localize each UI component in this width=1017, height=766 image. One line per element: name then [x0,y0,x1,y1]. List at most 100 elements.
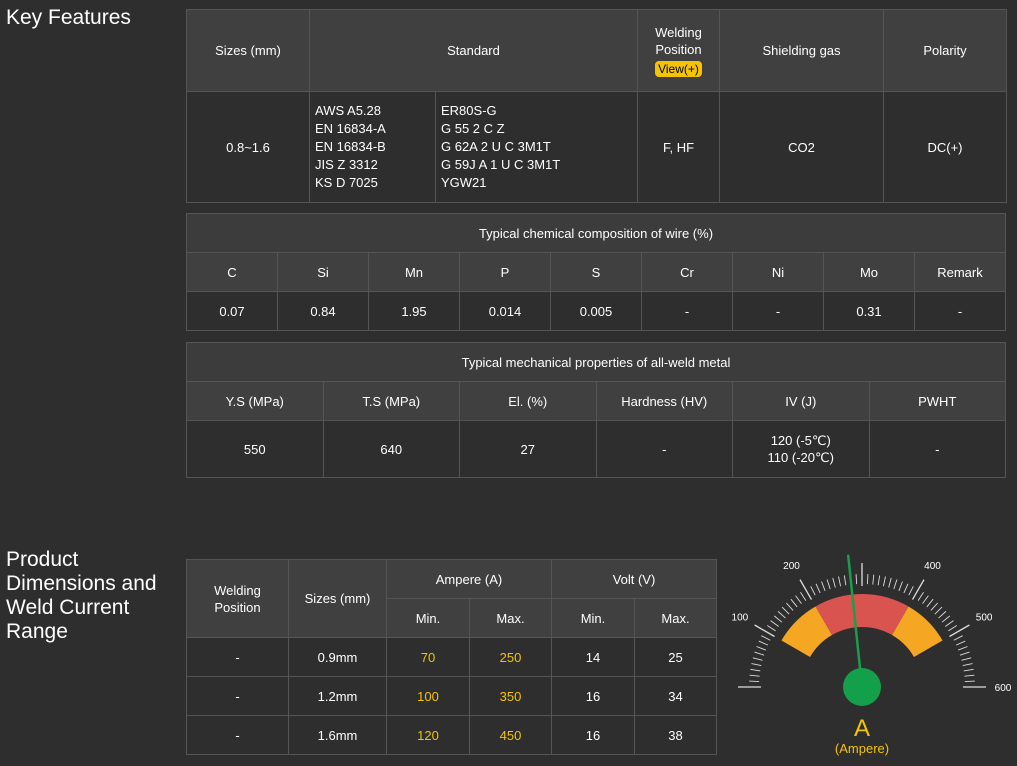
standard-item: JIS Z 3312 [315,157,378,172]
gauge-minor-tick [963,668,974,672]
gauge-minor-tick [964,680,975,683]
gauge-major-tick [799,579,813,600]
range-volt-min: 14 [551,637,635,677]
mechanical-header: Y.S (MPa) [186,381,324,421]
ampere-gauge: 0100200300400500600A(Ampere) [732,550,1012,756]
mechanical-value: - [595,420,733,478]
gauge-minor-tick [917,591,924,601]
gauge-minor-tick [962,663,973,667]
gauge-minor-tick [770,620,779,627]
mechanical-header: PWHT [868,381,1006,421]
standard-item: AWS A5.28 [315,103,381,118]
gauge-minor-tick [756,646,767,651]
standard-item: ER80S-G [441,103,497,118]
range-amp-min: 70 [386,637,470,677]
chemical-value: 0.31 [823,291,915,331]
gauge-minor-tick [754,651,765,656]
table-row: -1.2mm 100 350 16 34 [186,676,717,716]
gauge-unit-name: (Ampere) [835,741,889,756]
chemical-header: S [550,252,642,292]
gauge-minor-tick [843,575,847,586]
mechanical-properties-table: Typical mechanical properties of all-wel… [186,342,1006,478]
standard-cell: AWS A5.28 EN 16834-A EN 16834-B JIS Z 33… [309,91,638,203]
chemical-value: 0.005 [550,291,642,331]
gauge-minor-tick [888,577,892,588]
gauge-minor-tick [957,646,968,651]
gauge-minor-tick [893,579,898,590]
chemical-header: Remark [914,252,1006,292]
chemical-composition-table: Typical chemical composition of wire (%)… [186,213,1006,331]
chemical-header: Ni [732,252,824,292]
gauge-minor-tick [838,576,842,587]
range-position: - [186,715,289,755]
range-amp-max: 350 [469,676,552,716]
chemical-header: Cr [641,252,733,292]
gauge-minor-tick [922,595,929,604]
gauge-major-tick [911,579,925,600]
gauge-yellow-band [892,606,943,657]
gauge-minor-tick [821,581,826,592]
standard-item: G 59J A 1 U C 3M1T [441,157,561,172]
gauge-minor-tick [800,591,807,601]
gauge-tick-label: 300 [854,550,871,553]
spec-table: Sizes (mm) Standard Welding Position Vie… [186,9,1007,203]
chemical-value: 1.95 [368,291,460,331]
gauge-minor-tick [926,598,934,608]
range-size: 1.2mm [288,676,387,716]
gauge-minor-tick [938,611,947,619]
table-row: -0.9mm 70 250 14 25 [186,637,717,677]
mechanical-value: 27 [459,420,597,478]
range-sizes-header: Sizes (mm) [288,559,387,638]
chemical-value: 0.84 [277,291,369,331]
standard-list-1: AWS A5.28 EN 16834-A EN 16834-B JIS Z 33… [310,92,436,202]
gauge-minor-tick [872,574,875,585]
mechanical-value: 550 [186,420,324,478]
view-button[interactable]: View(+) [655,61,702,77]
key-features-title: Key Features [6,6,131,29]
chemical-value: - [914,291,1006,331]
gauge-minor-tick [795,595,802,604]
standard-item: YGW21 [441,175,487,190]
gauge-minor-tick [955,640,966,646]
product-dimensions-title: Product Dimensions and Weld Current Rang… [6,548,157,643]
gauge-hub [843,668,881,706]
chemical-header: Mn [368,252,460,292]
range-amp-min: 100 [386,676,470,716]
gauge-minor-tick [790,598,798,608]
standard-list-2: ER80S-G G 55 2 C Z G 62A 2 U C 3M1T G 59… [436,92,637,202]
gauge-major-tick [754,624,775,638]
gauge-minor-tick [826,579,831,590]
gauge-major-tick [949,624,970,638]
gauge-minor-tick [948,625,958,632]
weld-current-range-table: Welding Position Sizes (mm) Ampere (A) V… [186,559,717,755]
mechanical-header: El. (%) [459,381,597,421]
table-row: -1.6mm 120 450 16 38 [186,715,717,755]
gauge-minor-tick [945,620,954,627]
range-size: 0.9mm [288,637,387,677]
welding-position-value: F, HF [637,91,720,203]
gauge-tick-label: 400 [924,561,941,572]
gauge-minor-tick [953,635,963,641]
gauge-tick-label: 500 [976,613,993,624]
mechanical-header: T.S (MPa) [322,381,460,421]
gauge-needle [846,554,864,689]
gauge-yellow-band [781,606,832,657]
gauge-minor-tick [750,668,761,672]
mechanical-value: 120 (-5℃) 110 (-20℃) [732,420,870,478]
volt-max-header: Max. [634,598,717,638]
gauge-tick-label: 600 [995,683,1012,694]
sizes-value: 0.8~1.6 [186,91,310,203]
gauge-minor-tick [781,606,790,615]
gauge-minor-tick [749,680,760,683]
mechanical-header: IV (J) [732,381,870,421]
range-amp-max: 450 [469,715,552,755]
gauge-minor-tick [959,651,970,656]
standard-header: Standard [309,9,638,92]
polarity-value: DC(+) [883,91,1007,203]
chemical-header: Mo [823,252,915,292]
chemical-value: - [641,291,733,331]
chemical-header: C [186,252,278,292]
range-volt-max: 38 [634,715,717,755]
ampere-min-header: Min. [386,598,470,638]
chemical-value: - [732,291,824,331]
